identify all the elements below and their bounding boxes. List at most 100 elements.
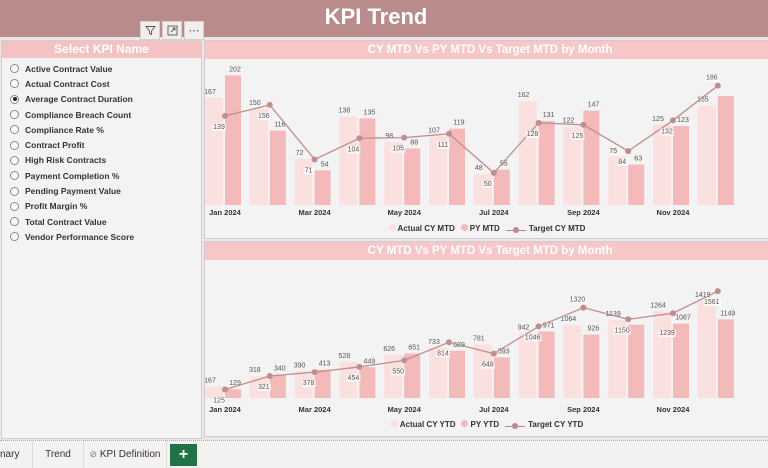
radio-button[interactable] <box>10 64 19 74</box>
target-point[interactable] <box>714 288 721 295</box>
bar-actual[interactable] <box>205 97 223 205</box>
bar-py[interactable] <box>493 357 510 398</box>
tab-kpi-definition[interactable]: ⊘ KPI Definition <box>84 441 167 468</box>
target-point[interactable] <box>356 135 363 142</box>
radio-button[interactable] <box>10 110 19 120</box>
bar-py[interactable] <box>449 350 465 398</box>
bar-py[interactable] <box>493 169 510 205</box>
slicer-item[interactable]: High Risk Contracts <box>2 153 201 168</box>
target-point[interactable] <box>535 323 542 330</box>
bar-py[interactable] <box>225 75 241 205</box>
bar-py[interactable] <box>269 374 286 398</box>
bar-py[interactable] <box>717 319 734 398</box>
bar-actual[interactable] <box>294 158 313 205</box>
bar-actual[interactable] <box>473 344 492 398</box>
slicer-item[interactable]: Actual Contract Cost <box>2 76 201 91</box>
target-point[interactable] <box>356 363 363 370</box>
bar-actual[interactable] <box>563 126 582 205</box>
radio-button[interactable] <box>10 155 19 165</box>
bar-actual[interactable] <box>249 108 268 205</box>
slicer-item[interactable]: Compliance Breach Count <box>2 107 201 122</box>
target-point[interactable] <box>311 369 318 376</box>
bar-actual[interactable] <box>384 355 403 398</box>
bar-actual[interactable] <box>697 105 716 205</box>
legend-item-target[interactable]: Target CY YTD <box>505 420 583 430</box>
target-point[interactable] <box>714 82 721 89</box>
bar-py[interactable] <box>673 126 689 205</box>
slicer-item[interactable]: Compliance Rate % <box>2 122 201 137</box>
bar-py[interactable] <box>359 118 376 205</box>
target-point[interactable] <box>670 310 676 317</box>
bar-py[interactable] <box>538 120 555 205</box>
filter-icon[interactable] <box>140 21 160 40</box>
radio-button[interactable] <box>10 171 19 181</box>
focus-mode-icon[interactable] <box>162 21 182 40</box>
bar-actual[interactable] <box>518 333 537 398</box>
radio-button[interactable] <box>10 79 19 89</box>
bar-py[interactable] <box>538 331 555 398</box>
radio-button[interactable] <box>10 232 19 242</box>
bar-py[interactable] <box>225 389 241 398</box>
target-point[interactable] <box>670 117 676 124</box>
bar-py[interactable] <box>583 334 600 398</box>
slicer-item[interactable]: Payment Completion % <box>2 168 201 183</box>
bar-py[interactable] <box>314 170 331 205</box>
legend-item-actual[interactable]: Actual CY YTD <box>390 420 455 429</box>
target-point[interactable] <box>266 373 273 380</box>
slicer-item[interactable]: Profit Margin % <box>2 199 201 214</box>
bar-py[interactable] <box>583 110 600 205</box>
bar-actual[interactable] <box>205 386 223 398</box>
target-point[interactable] <box>446 130 452 137</box>
target-point[interactable] <box>625 316 632 323</box>
radio-button[interactable] <box>10 125 19 135</box>
slicer-item[interactable]: Active Contract Value <box>2 61 201 76</box>
target-point[interactable] <box>446 339 452 346</box>
more-options-icon[interactable]: ⋯ <box>184 21 204 40</box>
bar-py[interactable] <box>269 130 286 205</box>
bar-py[interactable] <box>449 128 465 205</box>
bar-py[interactable] <box>673 323 689 398</box>
bar-actual[interactable] <box>653 311 671 398</box>
radio-button[interactable] <box>10 217 19 227</box>
bar-py[interactable] <box>717 95 734 205</box>
bar-py[interactable] <box>628 164 645 205</box>
bar-py[interactable] <box>404 353 421 398</box>
legend-item-py[interactable]: PY MTD <box>460 224 500 233</box>
target-point[interactable] <box>401 357 408 364</box>
legend-item-actual[interactable]: Actual CY MTD <box>388 224 455 233</box>
target-point[interactable] <box>222 112 228 119</box>
slicer-item[interactable]: Vendor Performance Score <box>2 229 201 244</box>
bar-actual[interactable] <box>473 174 492 205</box>
bar-actual[interactable] <box>339 116 358 205</box>
bar-py[interactable] <box>359 367 376 398</box>
bar-py[interactable] <box>404 148 421 205</box>
bar-actual[interactable] <box>429 136 447 205</box>
radio-button[interactable] <box>10 201 19 211</box>
legend-item-py[interactable]: PY YTD <box>461 420 499 429</box>
add-page-button[interactable]: + <box>170 444 197 466</box>
bar-actual[interactable] <box>608 320 627 398</box>
target-point[interactable] <box>580 304 587 311</box>
target-point[interactable] <box>222 386 228 393</box>
legend-item-target[interactable]: Target CY MTD <box>505 224 585 234</box>
slicer-item[interactable]: Pending Payment Value <box>2 183 201 198</box>
target-point[interactable] <box>535 119 542 126</box>
bar-actual[interactable] <box>518 101 537 205</box>
tab-trend[interactable]: Trend <box>33 441 84 468</box>
bar-py[interactable] <box>628 324 645 398</box>
bar-actual[interactable] <box>429 347 447 398</box>
radio-button[interactable] <box>10 140 19 150</box>
target-point[interactable] <box>266 101 273 108</box>
slicer-item[interactable]: Total Contract Value <box>2 214 201 229</box>
bar-actual[interactable] <box>608 156 627 205</box>
target-point[interactable] <box>401 134 408 141</box>
slicer-item[interactable]: Contract Profit <box>2 137 201 152</box>
bar-actual[interactable] <box>697 300 716 398</box>
slicer-item[interactable]: Average Contract Duration <box>2 92 201 107</box>
radio-button[interactable] <box>10 186 19 196</box>
target-point[interactable] <box>580 121 587 128</box>
target-point[interactable] <box>311 156 318 163</box>
bar-actual[interactable] <box>563 325 582 398</box>
radio-button[interactable] <box>10 94 19 104</box>
target-point[interactable] <box>490 169 497 176</box>
